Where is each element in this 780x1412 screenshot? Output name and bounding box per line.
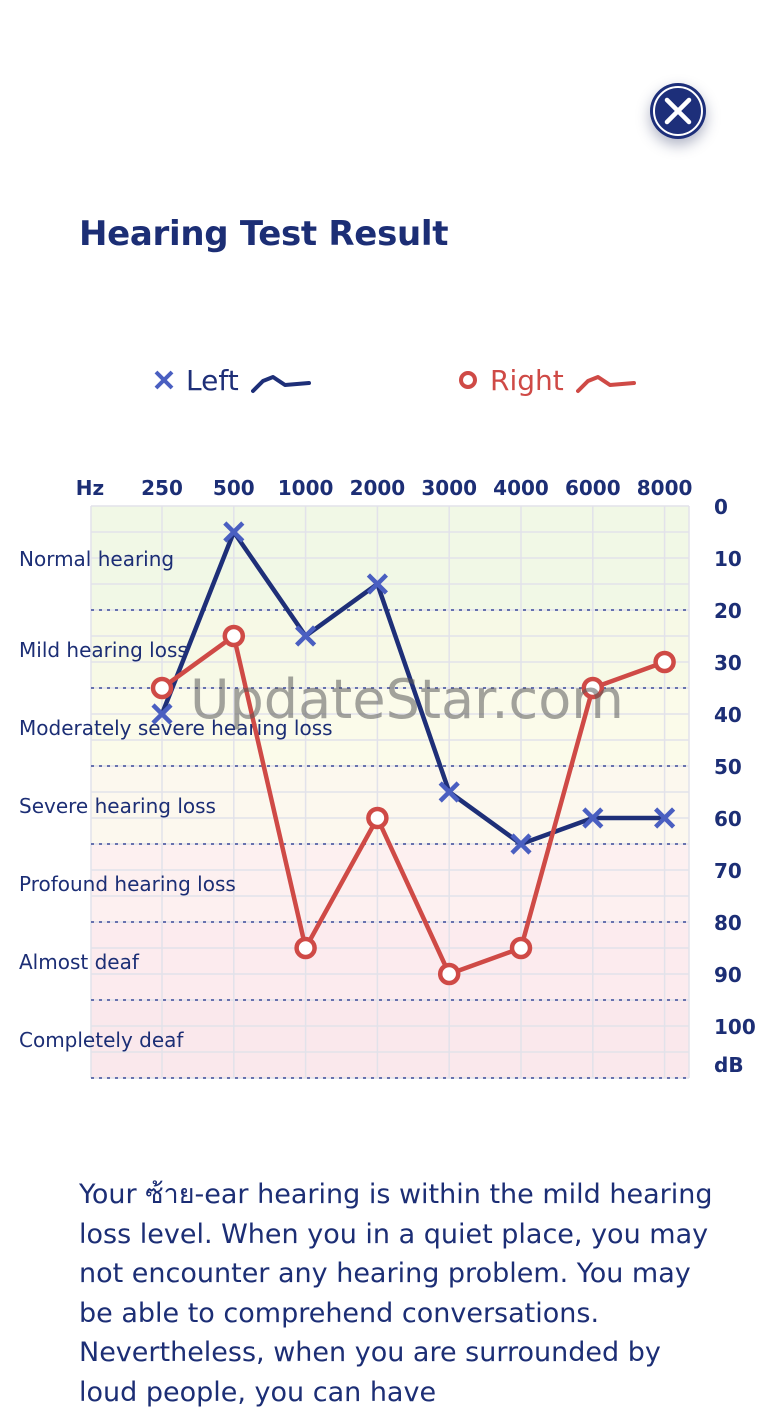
band-label: Profound hearing loss	[19, 872, 236, 896]
page-title: Hearing Test Result	[79, 214, 449, 254]
result-description: Your ซ้าย-ear hearing is within the mild…	[79, 1179, 713, 1408]
x-marker-icon	[154, 370, 174, 390]
right-point-marker	[653, 650, 676, 674]
y-tick-label: 100	[714, 1015, 756, 1039]
y-tick-label: 70	[714, 859, 742, 883]
x-tick-label: 6000	[565, 476, 621, 500]
y-tick-label: 80	[714, 911, 742, 935]
legend-right-label: Right	[490, 363, 564, 397]
band-label: Moderately severe hearing loss	[19, 716, 333, 740]
y-tick-label: 50	[714, 755, 742, 779]
x-tick-label: 3000	[421, 476, 477, 500]
y-tick-label: 60	[714, 807, 742, 831]
x-tick-label: 2000	[350, 476, 406, 500]
y-tick-label: 10	[714, 547, 742, 571]
band-5	[91, 922, 689, 1000]
circle-marker-icon	[459, 371, 477, 389]
legend-left-label: Left	[186, 363, 239, 397]
y-unit-label: dB	[714, 1053, 744, 1077]
y-tick-label: 40	[714, 703, 742, 727]
close-button[interactable]	[650, 83, 706, 139]
legend-left: Left	[152, 360, 311, 400]
band-label: Mild hearing loss	[19, 638, 188, 662]
x-tick-label: 1000	[278, 476, 334, 500]
right-point-marker	[222, 624, 246, 648]
y-tick-label: 20	[714, 599, 742, 623]
line-sample-icon	[575, 375, 636, 393]
left-point-marker	[654, 807, 676, 829]
left-point-marker	[582, 807, 604, 829]
x-tick-label: 8000	[637, 476, 693, 500]
band-label: Almost deaf	[19, 950, 140, 974]
band-label: Completely deaf	[19, 1028, 184, 1052]
right-point-marker	[366, 806, 389, 830]
band-4	[91, 844, 689, 922]
right-point-marker	[150, 676, 174, 700]
close-icon	[664, 97, 692, 125]
y-tick-label: 30	[714, 651, 742, 675]
x-tick-label: 4000	[493, 476, 549, 500]
right-point-marker	[509, 936, 533, 960]
audiogram-chart: Normal hearing Mild hearing loss Moderatel…	[19, 476, 756, 1079]
right-point-marker	[581, 676, 605, 700]
legend-right: Right	[456, 360, 636, 400]
line-sample-icon	[250, 375, 311, 393]
band-6	[91, 1000, 689, 1078]
x-axis-label: Hz	[76, 476, 104, 500]
series-line-right	[159, 633, 667, 977]
right-point-marker	[437, 962, 461, 986]
right-point-marker	[294, 936, 317, 960]
band-label: Severe hearing loss	[19, 794, 216, 818]
y-tick-label: 0	[714, 495, 728, 519]
y-tick-label: 90	[714, 963, 742, 987]
series-line-left	[159, 529, 667, 847]
left-point-marker	[151, 703, 173, 725]
x-tick-label: 250	[141, 476, 183, 500]
left-point-marker	[223, 521, 245, 543]
x-tick-label: 500	[213, 476, 255, 500]
band-3	[91, 766, 689, 844]
left-point-marker	[510, 833, 532, 855]
left-point-marker	[295, 625, 317, 647]
left-point-marker	[366, 573, 388, 595]
left-point-marker	[438, 781, 460, 803]
band-label: Normal hearing	[19, 547, 174, 571]
